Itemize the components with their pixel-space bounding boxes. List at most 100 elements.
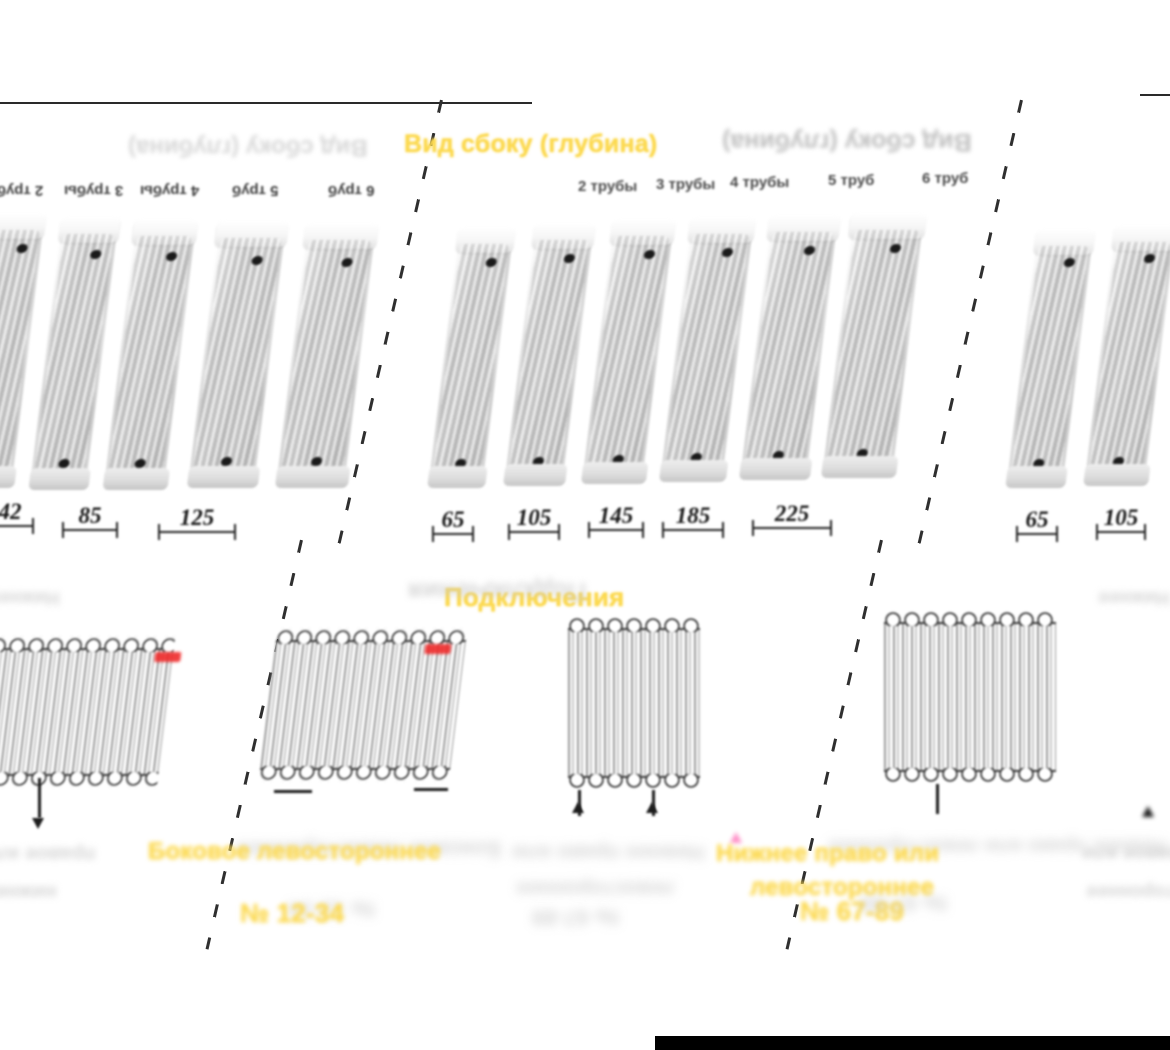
radiator-ribs [0,230,40,470]
radiator-top-bumps [0,637,176,652]
radiator-foot [738,458,813,480]
radiator-foot [102,468,170,490]
pipe-label-right-0: 2 трубы [578,178,637,195]
connection-card-code-1: № 12-34 [240,898,345,928]
pipe-label-left-4: 6 труб [328,182,374,199]
radiator-foot [426,466,488,488]
radiator-foot [28,468,92,490]
radiator-side-profile [102,219,200,490]
pipe-label-text: 2 трубы [578,178,638,195]
radiator-ribs [745,232,834,462]
radiator-side-profile [28,217,122,490]
ghost-title-side-view-right: Вид сбоку (глубина) [722,128,972,156]
radiator-ribs [433,244,509,470]
pipe-label-text: 3 трубы [64,182,124,199]
connection-pipe [38,778,41,818]
radiator-side-profile [186,221,290,488]
radiator-ribs [827,230,920,460]
ghost-text-right-bottom-b: левостороннее [1086,881,1170,902]
connection-card-code-3: № 67-89 [800,896,905,926]
radiator-foot [0,466,18,488]
connection-pipe [274,790,312,793]
flow-arrow-down-icon [32,818,44,829]
ghost-connection-code-3: № 67-89 [860,891,947,916]
dimension-bar [662,522,724,538]
radiator-ribs [509,240,590,468]
ghost-connection-code-2: № 67-89 [532,905,619,930]
pipe-label-text: 6 труб [328,182,375,199]
radiator-top-bumps [884,611,1056,626]
radiator-side-profile [580,219,677,484]
radiator-foot [1082,464,1151,486]
radiator-section-body [568,628,700,778]
pipe-label-text: 4 трубы [140,182,200,199]
pipe-label-right-3: 5 труб [828,172,874,189]
dimension-callout: 105 [1096,506,1146,540]
connection-highlight-mark [424,644,452,654]
dimension-bar [752,520,832,536]
radiator-bottom-bumps [258,766,451,781]
radiator-side-profile [658,217,757,482]
radiator-bottom-bumps [568,774,700,789]
radiator-ribs [281,240,372,470]
radiator-top-bumps [568,617,700,632]
dimension-value: 42 [0,499,22,524]
flow-arrow-up-icon [572,802,584,813]
connection-pipe [936,784,939,814]
dimension-value: 105 [516,505,552,530]
dimension-callout: 145 [588,503,644,538]
pipe-label-text: 5 труб [232,182,279,199]
frame-top-line-right [1140,94,1170,96]
dimension-value: 65 [1025,507,1049,532]
pipe-label-text: 6 труб [922,170,969,187]
dimension-bar [432,526,474,542]
pipe-label-text: 4 трубы [730,174,790,191]
flow-arrow-up-icon [646,802,658,813]
frame-top-line [0,102,532,104]
radiator-section-body [884,622,1056,772]
radiator-foot [580,462,649,484]
dimension-callout: 225 [752,502,832,536]
ghost-text-left-bottom-b: нижнее [0,881,57,903]
dimension-bar [1016,526,1058,542]
radiator-ribs [108,236,192,472]
pipe-label-right-2: 4 трубы [730,174,789,191]
connection-diagram [884,611,1056,783]
dimension-callout: 105 [508,505,560,540]
radiator-side-profile [1005,229,1097,488]
dimension-bar [62,522,118,538]
radiator-section-body [260,640,466,770]
dimension-bar [508,524,560,540]
radiator-ribs [665,234,750,464]
connection-card-name-3-line2: левостороннее [750,874,935,901]
section-title-connections: Подключения [444,582,625,612]
radiator-side-profile [502,223,597,486]
radiator-foot [274,466,351,488]
dimension-value: 65 [441,507,465,532]
radiator-foot [502,464,569,486]
radiator-ribs [192,238,282,470]
dimension-value: 145 [598,503,634,528]
radiator-bottom-bumps [0,772,159,787]
radiator-ribs [587,236,670,466]
dimension-callout: 125 [158,505,236,540]
radiator-side-profile [820,213,928,478]
ghost-text-left-mid: Нижнее [0,587,60,608]
pipe-label-text: 3 трубы [656,176,716,193]
pipe-label-right-4: 6 труб [922,170,968,187]
radiator-ribs [1089,242,1170,468]
connection-diagram [258,629,468,781]
radiator-ribs [34,234,114,472]
pipe-label-left-1: 3 трубы [64,182,123,199]
radiator-side-profile [738,215,841,480]
connection-highlight-mark [154,652,182,662]
section-title-side-view: Вид сбоку (глубина) [404,130,658,158]
ghost-text-right-mid: Нижнее [1098,587,1170,608]
dimension-callout: 42 [0,499,34,534]
connection-card-name-3-line1: Нижнее право или [716,840,940,867]
pipe-label-left-0: 2 трубы [0,182,43,199]
dimension-value: 125 [179,505,215,530]
connection-diagram [0,637,182,787]
dimension-bar [588,522,644,538]
connection-card-name-1: Боковое левостороннее [148,838,442,865]
